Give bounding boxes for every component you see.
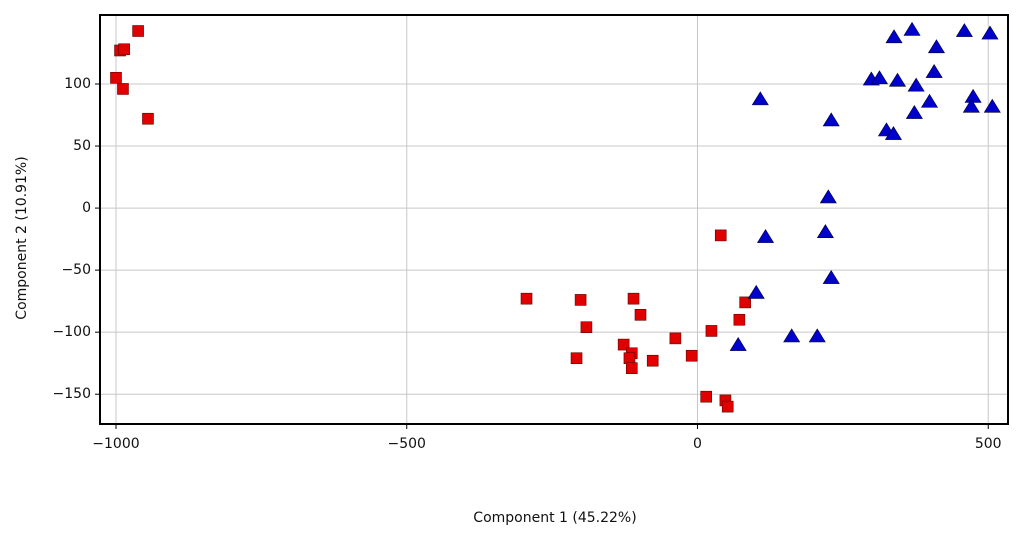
triangle-point: [884, 126, 902, 140]
triangle-point: [808, 328, 826, 343]
triangle-point: [907, 77, 925, 92]
x-axis-label: Component 1 (45.22%): [473, 510, 636, 526]
square-point: [625, 362, 638, 374]
triangle-point: [747, 284, 765, 299]
y-axis-label: Component 2 (10.91%): [14, 156, 30, 319]
triangle-point: [920, 93, 939, 108]
y-tick-label: −50: [61, 262, 91, 278]
x-tick-label: −1000: [92, 436, 139, 452]
square-point: [733, 313, 746, 326]
square-point: [132, 25, 144, 37]
triangle-point: [925, 64, 943, 78]
square-point: [570, 352, 583, 365]
y-tick-label: 100: [64, 76, 91, 92]
square-point: [574, 294, 587, 306]
square-point: [700, 390, 713, 403]
square-point: [617, 338, 630, 351]
square-point: [623, 352, 636, 365]
triangle-point: [783, 328, 801, 343]
square-point: [705, 325, 718, 337]
triangle-point: [870, 70, 889, 85]
square-point: [646, 354, 659, 367]
triangle-point: [964, 88, 982, 103]
y-tick-label: 50: [73, 138, 91, 154]
square-point: [627, 292, 640, 305]
triangle-point: [905, 104, 923, 119]
square-point: [520, 292, 533, 305]
square-point: [117, 83, 129, 95]
square-point: [685, 349, 698, 362]
y-tick-label: −100: [53, 324, 91, 340]
triangle-point: [822, 112, 840, 127]
square-point: [714, 229, 727, 242]
triangle-point: [756, 229, 775, 243]
triangle-point: [816, 224, 834, 238]
square-point: [110, 71, 122, 84]
x-tick-label: 0: [693, 436, 702, 452]
triangle-point: [927, 39, 946, 54]
square-point: [118, 43, 130, 56]
triangle-point: [888, 72, 907, 87]
triangle-point: [962, 98, 980, 113]
triangle-point: [903, 21, 921, 36]
square-point: [580, 321, 593, 334]
plot-frame: [99, 14, 1009, 425]
triangle-point: [729, 337, 747, 351]
square-point: [142, 112, 154, 125]
y-tick-label: −150: [53, 386, 91, 402]
triangle-point: [819, 189, 837, 204]
y-tick-label: 0: [82, 200, 91, 216]
triangle-point: [751, 91, 769, 106]
triangle-point: [983, 98, 1001, 113]
square-point: [634, 309, 647, 321]
triangle-point: [822, 270, 840, 284]
triangle-point: [981, 25, 999, 40]
x-tick-label: −500: [388, 436, 426, 452]
x-tick-label: 500: [975, 436, 1002, 452]
triangle-point: [955, 23, 973, 37]
square-point: [669, 332, 682, 345]
square-point: [721, 400, 734, 413]
square-point: [739, 296, 751, 309]
triangle-point: [885, 29, 903, 44]
